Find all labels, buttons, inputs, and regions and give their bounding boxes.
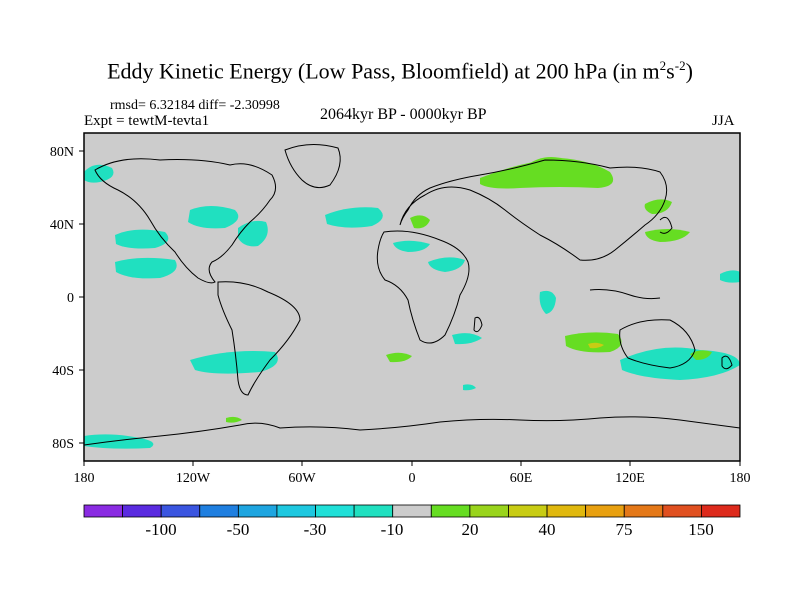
x-tick-label: 120W xyxy=(176,471,211,486)
anomaly-patch xyxy=(393,240,430,252)
coastline-indonesia xyxy=(589,289,661,300)
y-tick-labels: 80N 40N 0 40S 80S xyxy=(50,145,74,452)
colorbar-swatch xyxy=(392,504,432,518)
map-background xyxy=(84,133,740,461)
anomaly-patch xyxy=(539,290,556,314)
anomaly-patch xyxy=(115,229,169,249)
anomaly-patch xyxy=(720,270,740,283)
x-tick-label: 60E xyxy=(510,471,533,486)
y-tick-label: 80S xyxy=(52,437,74,452)
coastline-europe xyxy=(399,159,668,261)
positive-anomaly-regions xyxy=(226,156,712,423)
colorbar-swatch xyxy=(508,504,548,518)
anomaly-patch xyxy=(452,333,482,345)
colorbar-swatch xyxy=(83,504,123,518)
colorbar-label: 75 xyxy=(616,520,633,539)
coastline-new-zealand xyxy=(721,355,733,370)
coastline-madagascar xyxy=(473,316,483,333)
colorbar-label: -30 xyxy=(304,520,327,539)
strong-positive-regions xyxy=(588,342,604,349)
anomaly-fields xyxy=(84,144,740,449)
colorbar-swatch xyxy=(430,504,471,518)
x-tick-label: 60W xyxy=(288,471,316,486)
colorbar-swatch xyxy=(160,504,201,518)
coastline-greenland xyxy=(284,144,341,189)
chart-title: Eddy Kinetic Energy (Low Pass, Bloomfiel… xyxy=(107,58,693,84)
colorbar-swatch xyxy=(199,504,239,518)
colorbar-swatch xyxy=(623,504,664,518)
x-tick-label: 180 xyxy=(730,471,751,486)
colorbar-swatch xyxy=(276,504,316,518)
negative-anomaly-regions xyxy=(84,164,740,449)
anomaly-patch xyxy=(410,215,430,229)
anomaly-patch xyxy=(645,229,690,242)
x-tick-label: 120E xyxy=(615,471,645,486)
season-label: JJA xyxy=(712,113,735,129)
colorbar-label: 40 xyxy=(539,520,556,539)
y-tick-label: 40S xyxy=(52,364,74,379)
coastline-japan xyxy=(659,216,673,234)
x-tick-label: 180 xyxy=(74,471,95,486)
colorbar-label: 20 xyxy=(462,520,479,539)
anomaly-patch xyxy=(325,207,383,228)
colorbar-swatch xyxy=(662,504,702,518)
anomaly-patch xyxy=(480,158,614,189)
x-tick-labels: 180 120W 60W 0 60E 120E 180 xyxy=(74,471,751,486)
colorbar-swatch xyxy=(353,504,394,518)
anomaly-patch xyxy=(386,352,412,363)
anomaly-patch xyxy=(463,384,476,391)
coastline-south-america xyxy=(217,281,301,396)
coastlines xyxy=(84,144,740,446)
anomaly-patch xyxy=(428,257,465,272)
coastline-antarctica xyxy=(84,416,740,446)
anomaly-patch xyxy=(226,416,242,423)
colorbar-swatch xyxy=(701,504,741,518)
coastline-australia xyxy=(619,319,696,369)
colorbar-swatch xyxy=(315,504,355,518)
anomaly-patch xyxy=(620,347,740,380)
anomaly-patch xyxy=(84,434,154,449)
period-label: 2064kyr BP - 0000kyr BP xyxy=(320,106,487,123)
tick-marks xyxy=(79,150,741,466)
colorbar-label: 150 xyxy=(688,520,714,539)
y-tick-label: 40N xyxy=(50,218,74,233)
colorbar-swatch xyxy=(585,504,625,518)
colorbar-label: -50 xyxy=(227,520,250,539)
anomaly-patch xyxy=(190,351,278,374)
coastline-north-america xyxy=(94,158,276,284)
colorbar-labels: -100 -50 -30 -10 20 40 75 150 xyxy=(145,520,713,539)
anomaly-patch xyxy=(84,164,114,183)
colorbar-label: -100 xyxy=(145,520,176,539)
anomaly-patch xyxy=(565,332,622,353)
rmsd-diff-label: rmsd= 6.32184 diff= -2.30998 xyxy=(110,98,280,113)
colorbar-swatch xyxy=(546,504,587,518)
anomaly-patch xyxy=(690,350,712,360)
y-tick-label: 0 xyxy=(67,291,74,306)
anomaly-patch xyxy=(115,257,177,279)
colorbar-swatch xyxy=(469,504,509,518)
anomaly-patch xyxy=(188,206,239,229)
anomaly-patch xyxy=(644,199,672,214)
y-tick-label: 80N xyxy=(50,145,74,160)
colorbar-swatch xyxy=(237,504,278,518)
colorbar xyxy=(83,504,741,518)
coastline-africa xyxy=(376,230,470,344)
experiment-label: Expt = tewtM-tevta1 xyxy=(84,113,210,129)
anomaly-patch xyxy=(588,342,604,349)
colorbar-label: -10 xyxy=(381,520,404,539)
colorbar-swatch xyxy=(122,504,162,518)
x-tick-label: 0 xyxy=(409,471,416,486)
